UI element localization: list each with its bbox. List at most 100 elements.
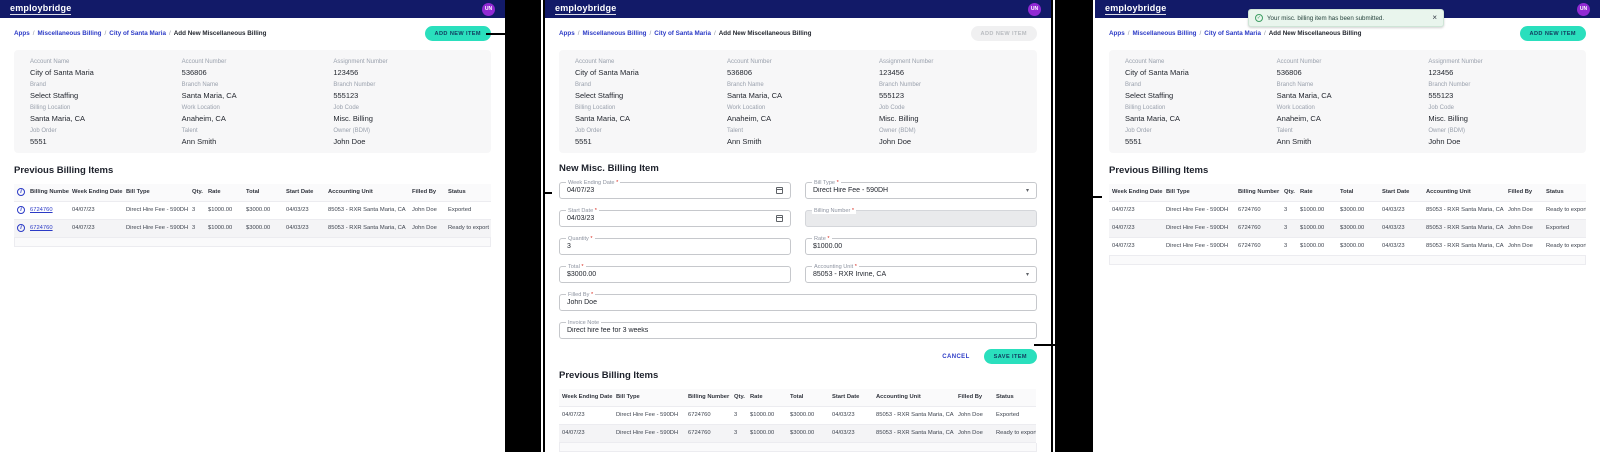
column-header: Start Date	[829, 389, 873, 407]
calendar-icon[interactable]	[776, 187, 783, 194]
info-field-label: Job Order	[575, 128, 602, 134]
save-item-button[interactable]: SAVE ITEM	[983, 349, 1037, 364]
breadcrumb-apps[interactable]: Apps	[1109, 29, 1125, 37]
table-footer	[14, 237, 491, 247]
add-new-item-button[interactable]: ADD NEW ITEM	[1519, 26, 1586, 41]
calendar-icon[interactable]	[776, 215, 783, 222]
info-field-label: Job Code	[1428, 105, 1455, 111]
info-field-value: Santa Maria, CA	[30, 114, 86, 123]
info-field-value: Anaheim, CA	[1276, 114, 1321, 123]
info-field-label: Assignment Number	[1428, 59, 1483, 65]
info-field-label: Job Code	[879, 105, 905, 111]
info-field: Brand Select Staffing	[575, 82, 717, 100]
info-field: Work Location Anaheim, CA	[182, 105, 324, 123]
breadcrumb-misc-billing[interactable]: Miscellaneous Billing	[582, 29, 647, 37]
cancel-button[interactable]: CANCEL	[942, 353, 970, 360]
info-field-label: Owner (BDM)	[333, 128, 370, 134]
info-field-value: 555123	[879, 91, 905, 100]
column-header: Rate	[747, 389, 787, 407]
accounting-unit-field[interactable]: Accounting Unit * 85053 - RXR Irvine, CA ▾	[805, 263, 1037, 283]
table-header-row: Week Ending Date Bill Type Billing Number Q…	[559, 389, 1036, 407]
table-cell: 04/03/23	[1379, 237, 1423, 256]
required-asterisk: *	[579, 263, 584, 270]
info-field: Billing Location Santa Maria, CA	[1125, 105, 1267, 123]
breadcrumb-city[interactable]: City of Santa Maria	[109, 29, 166, 37]
column-header: Accounting Unit	[1423, 184, 1505, 202]
table-cell: 85053 - RXR Santa Maria, CA	[1423, 219, 1505, 238]
info-field-value: 123456	[879, 68, 905, 77]
toast-close-icon[interactable]: ×	[1432, 13, 1437, 22]
previous-billing-items-heading: Previous Billing Items	[14, 165, 114, 176]
table-cell: Direct Hire Fee - 590DH	[123, 219, 189, 238]
user-avatar[interactable]: UN	[1577, 2, 1590, 16]
breadcrumb-separator: /	[1199, 29, 1202, 37]
table-cell: 85053 - RXR Santa Maria, CA	[325, 219, 409, 238]
chevron-down-icon[interactable]: ▾	[1025, 187, 1029, 194]
info-field-value: Ann Smith	[727, 137, 762, 146]
rate-field[interactable]: Rate * $1000.00	[805, 235, 1037, 255]
breadcrumb-city[interactable]: City of Santa Maria	[654, 29, 711, 37]
info-field: Account Number 536806	[182, 59, 324, 77]
info-field-label: Work Location	[727, 105, 766, 111]
week-ending-date-field[interactable]: Week Ending Date * 04/07/23	[559, 179, 791, 199]
invoice-note-field[interactable]: Invoice Note Direct hire fee for 3 weeks	[559, 319, 1037, 339]
table-footer	[559, 442, 1037, 452]
info-field: Brand Select Staffing	[1125, 82, 1267, 100]
info-field-label: Account Number	[181, 59, 227, 65]
info-field: Job Order 5551	[30, 128, 172, 146]
required-asterisk: *	[614, 179, 619, 186]
column-header: Status	[445, 184, 491, 202]
breadcrumb-misc-billing[interactable]: Miscellaneous Billing	[37, 29, 102, 37]
app-header: employbridge UN	[0, 0, 505, 18]
table-cell: 04/07/23	[559, 424, 613, 443]
previous-billing-items-heading: Previous Billing Items	[1109, 165, 1209, 176]
info-field-value: City of Santa Maria	[1125, 68, 1189, 77]
info-field-value: Santa Maria, CA	[181, 91, 237, 100]
table-row: i 6724760 04/07/23 Direct Hire Fee - 590DH 3…	[14, 219, 491, 238]
info-field: Account Number 536806	[727, 59, 869, 77]
quantity-field[interactable]: Quantity * 3	[559, 235, 791, 255]
column-header: Total	[1337, 184, 1379, 202]
table-cell: John Doe	[1505, 201, 1543, 220]
table-cell: Direct Hire Fee - 590DH	[1163, 201, 1235, 220]
column-header: Week Ending Date	[69, 184, 123, 202]
info-field: Assignment Number 123456	[333, 59, 475, 77]
breadcrumb-apps[interactable]: Apps	[559, 29, 575, 37]
info-field-label: Account Name	[30, 59, 70, 65]
info-field: Brand Select Staffing	[30, 82, 172, 100]
bill-type-label: Bill Type *	[812, 179, 841, 186]
filled-by-field[interactable]: Filled By * John Doe	[559, 291, 1037, 311]
user-avatar[interactable]: UN	[482, 2, 495, 16]
billing-number-label: Billing Number *	[812, 207, 857, 214]
breadcrumb-apps[interactable]: Apps	[14, 29, 30, 37]
billing-number-field[interactable]: Billing Number *	[805, 207, 1037, 227]
info-icon[interactable]: i	[17, 206, 25, 214]
table-cell: John Doe	[409, 219, 445, 238]
start-date-field[interactable]: Start Date * 04/03/23	[559, 207, 791, 227]
table-row: 04/07/23 Direct Hire Fee - 590DH 6724760 3 $…	[1109, 201, 1586, 220]
user-avatar[interactable]: UN	[1028, 2, 1041, 16]
billing-number-link[interactable]: 6724760	[30, 207, 53, 213]
table-cell: John Doe	[409, 201, 445, 220]
total-field[interactable]: Total * $3000.00	[559, 263, 791, 283]
breadcrumb-misc-billing[interactable]: Miscellaneous Billing	[1132, 29, 1197, 37]
breadcrumb-separator: /	[1263, 29, 1266, 37]
billing-number-link[interactable]: 6724760	[30, 225, 53, 231]
week-ending-date-label: Week Ending Date *	[566, 179, 621, 186]
invoice-note-label: Invoice Note	[566, 319, 602, 326]
new-item-form: Week Ending Date * 04/07/23 Bill Type * Dir…	[559, 179, 1037, 339]
chevron-down-icon[interactable]: ▾	[1025, 271, 1029, 278]
info-icon[interactable]: i	[17, 224, 25, 232]
add-new-item-button[interactable]: ADD NEW ITEM	[424, 26, 491, 41]
breadcrumb-city[interactable]: City of Santa Maria	[1204, 29, 1261, 37]
bill-type-field[interactable]: Bill Type * Direct Hire Fee - 590DH ▾	[805, 179, 1037, 199]
column-header: Bill Type	[613, 389, 685, 407]
info-field: Branch Name Santa Maria, CA	[182, 82, 324, 100]
info-field-value: 536806	[1276, 68, 1302, 77]
page-title: Add New Miscellaneous Billing	[718, 29, 812, 37]
info-field-value: Misc. Billing	[333, 114, 373, 123]
info-icon[interactable]: i	[17, 188, 25, 197]
table-cell: Direct Hire Fee - 590DH	[123, 201, 189, 220]
previous-billing-items-heading: Previous Billing Items	[559, 370, 659, 381]
